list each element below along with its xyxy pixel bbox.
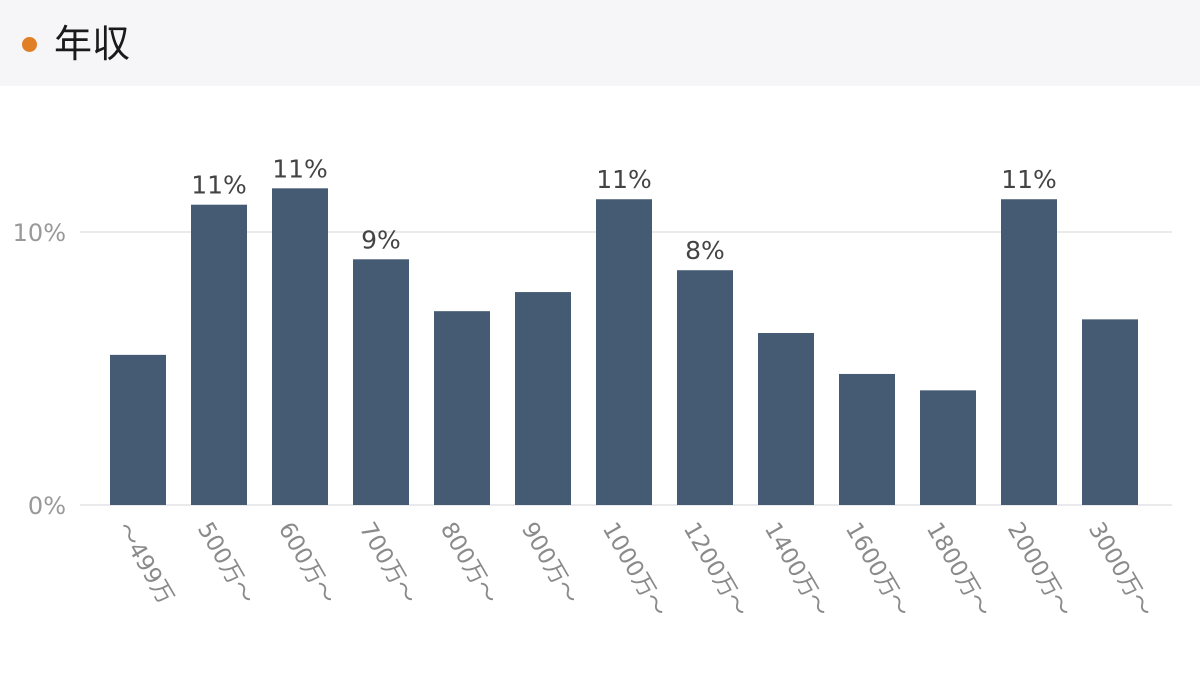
section-header: 年収 bbox=[0, 0, 1200, 86]
y-tick-label: 0% bbox=[28, 492, 66, 520]
bar bbox=[1001, 199, 1057, 506]
bar bbox=[353, 259, 409, 505]
data-label: 11% bbox=[272, 154, 328, 183]
x-tick-label: 3000万～ bbox=[1083, 518, 1158, 622]
bar bbox=[191, 204, 247, 505]
data-label: 11% bbox=[1001, 165, 1057, 194]
x-tick-label: 800万～ bbox=[435, 518, 502, 609]
x-tick-label: ～499万 bbox=[111, 518, 178, 609]
bar bbox=[1082, 319, 1138, 505]
data-label: 11% bbox=[596, 165, 652, 194]
bar bbox=[110, 354, 166, 505]
bar bbox=[596, 199, 652, 506]
x-tick-label: 1800万～ bbox=[921, 518, 996, 622]
x-tick-label: 2000万～ bbox=[1002, 518, 1077, 622]
bar bbox=[758, 333, 814, 505]
x-tick-label: 600万～ bbox=[273, 518, 340, 609]
data-label: 9% bbox=[361, 225, 401, 254]
bar bbox=[839, 373, 895, 505]
bullet-dot-icon bbox=[22, 37, 37, 52]
x-tick-label: 900万～ bbox=[516, 518, 583, 609]
x-tick-label: 700万～ bbox=[354, 518, 421, 609]
bar bbox=[272, 188, 328, 505]
bar bbox=[677, 270, 733, 505]
data-label: 8% bbox=[685, 236, 725, 265]
bar bbox=[920, 390, 976, 505]
x-tick-label: 1200万～ bbox=[678, 518, 753, 622]
section-title: 年収 bbox=[54, 22, 131, 66]
x-tick-label: 1000万～ bbox=[597, 518, 672, 622]
data-label: 11% bbox=[191, 171, 247, 200]
bar bbox=[434, 311, 490, 505]
y-tick-label: 10% bbox=[13, 219, 66, 247]
x-tick-label: 500万～ bbox=[192, 518, 259, 609]
x-tick-label: 1400万～ bbox=[759, 518, 834, 622]
bar bbox=[515, 292, 571, 505]
x-tick-label: 1600万～ bbox=[840, 518, 915, 622]
